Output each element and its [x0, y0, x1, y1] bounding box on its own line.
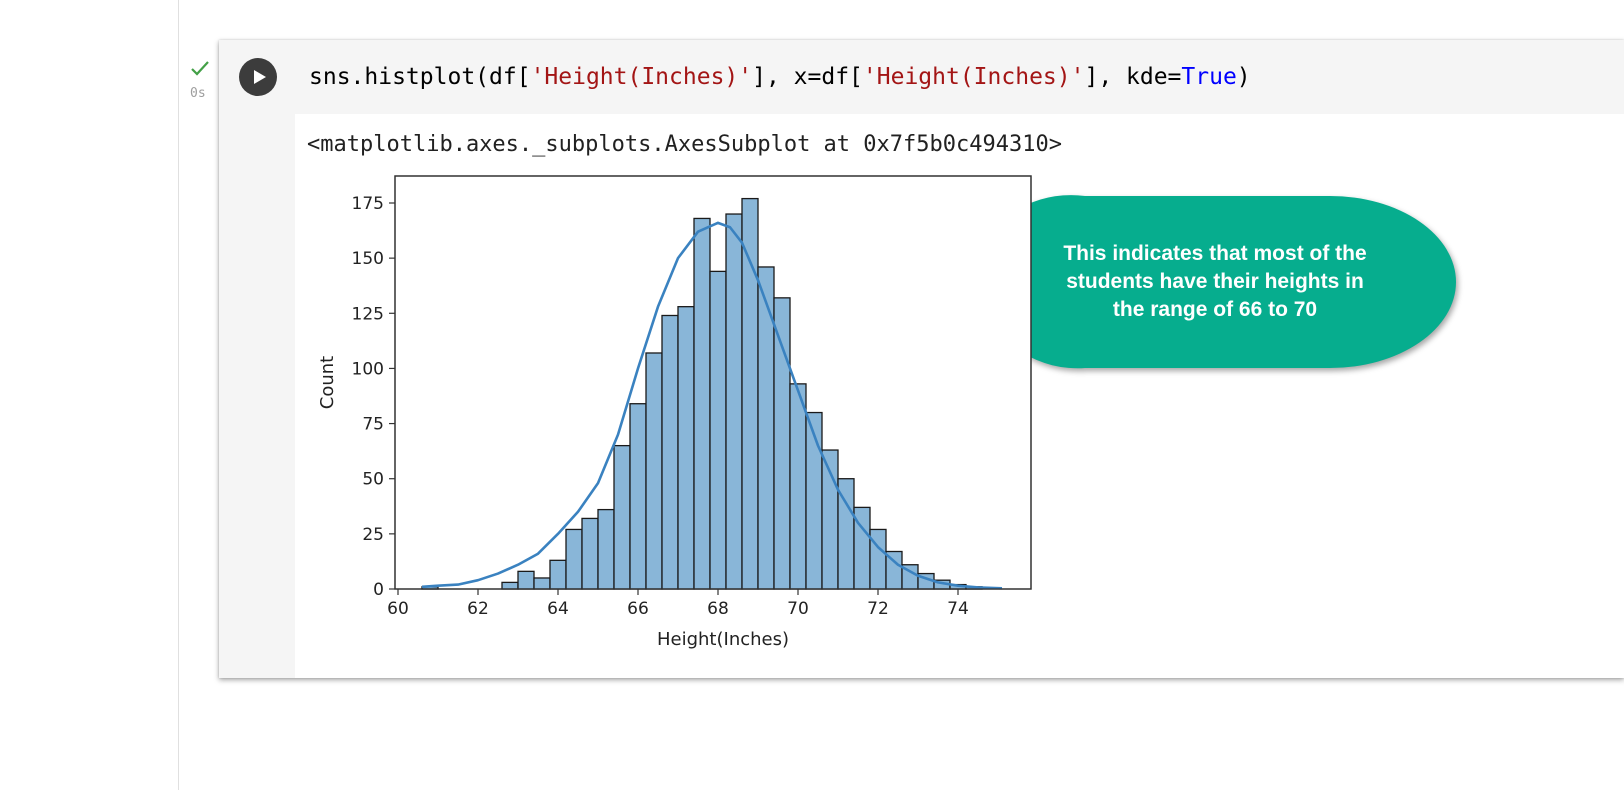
notebook-gutter-line [178, 0, 179, 790]
x-tick-label: 72 [867, 599, 889, 619]
code-line[interactable]: sns.histplot(df['Height(Inches)'], x=df[… [309, 60, 1251, 94]
callout-line: This indicates that most of the [1063, 242, 1367, 265]
x-tick-label: 62 [467, 599, 489, 619]
histogram-bar [517, 570, 535, 590]
histogram-bar [549, 559, 567, 590]
code-token: 'Height(Inches)' [862, 64, 1085, 90]
histogram-bar [597, 508, 615, 590]
histogram-bar [533, 577, 551, 590]
y-tick-label: 100 [352, 359, 384, 379]
histogram-bar [773, 297, 791, 590]
kde-line [421, 221, 1003, 590]
plot-frame [394, 175, 1032, 590]
histogram-bar [613, 444, 631, 590]
callout-line: students have their heights in [1066, 270, 1364, 293]
code-token: 'Height(Inches)' [530, 64, 753, 90]
y-tick-label: 150 [352, 249, 384, 269]
x-tick-label: 68 [707, 599, 729, 619]
output-repr: <matplotlib.axes._subplots.AxesSubplot a… [307, 132, 1062, 157]
x-tick-label: 66 [627, 599, 649, 619]
code-token: ], x=df[ [752, 64, 863, 90]
histogram-bar [677, 306, 695, 590]
check-icon [191, 61, 209, 76]
y-tick-label: 125 [352, 304, 384, 324]
histogram-bar [709, 270, 727, 590]
cell-gutter [219, 40, 295, 678]
y-tick-label: 50 [362, 470, 384, 490]
histogram-bar [565, 528, 583, 590]
y-tick-label: 175 [352, 194, 384, 214]
execution-time: 0s [190, 86, 206, 101]
run-cell-button[interactable] [239, 58, 277, 96]
code-token: True [1181, 64, 1237, 90]
histogram-bar [661, 314, 679, 590]
histogram-bar [693, 217, 711, 590]
histogram-bar [501, 581, 519, 590]
x-tick-label: 74 [947, 599, 969, 619]
histogram-bar [629, 403, 647, 590]
x-tick-label: 70 [787, 599, 809, 619]
histogram-bar [805, 411, 823, 590]
code-token: sns.histplot(df[ [309, 64, 531, 90]
code-token: ], kde= [1084, 64, 1182, 90]
histogram-bar [741, 197, 759, 590]
x-tick-label: 60 [387, 599, 409, 619]
histogram-bar [789, 383, 807, 590]
x-axis-label: Height(Inches) [657, 629, 789, 650]
y-tick-label: 0 [373, 580, 384, 600]
y-tick-label: 75 [362, 415, 384, 435]
callout-bubble [762, 195, 1456, 369]
callout-text: This indicates that most of the students … [1010, 240, 1420, 324]
histogram-bar [725, 213, 743, 590]
x-tick-label: 64 [547, 599, 569, 619]
code-editor[interactable] [295, 40, 1624, 114]
callout-line: the range of 66 to 70 [1112, 298, 1318, 321]
play-icon [254, 70, 266, 84]
histogram-bar [645, 352, 663, 590]
y-tick-label: 25 [362, 525, 384, 545]
code-token: ) [1236, 64, 1251, 90]
y-axis-label: Count [317, 356, 338, 409]
histogram-bar [581, 517, 599, 590]
